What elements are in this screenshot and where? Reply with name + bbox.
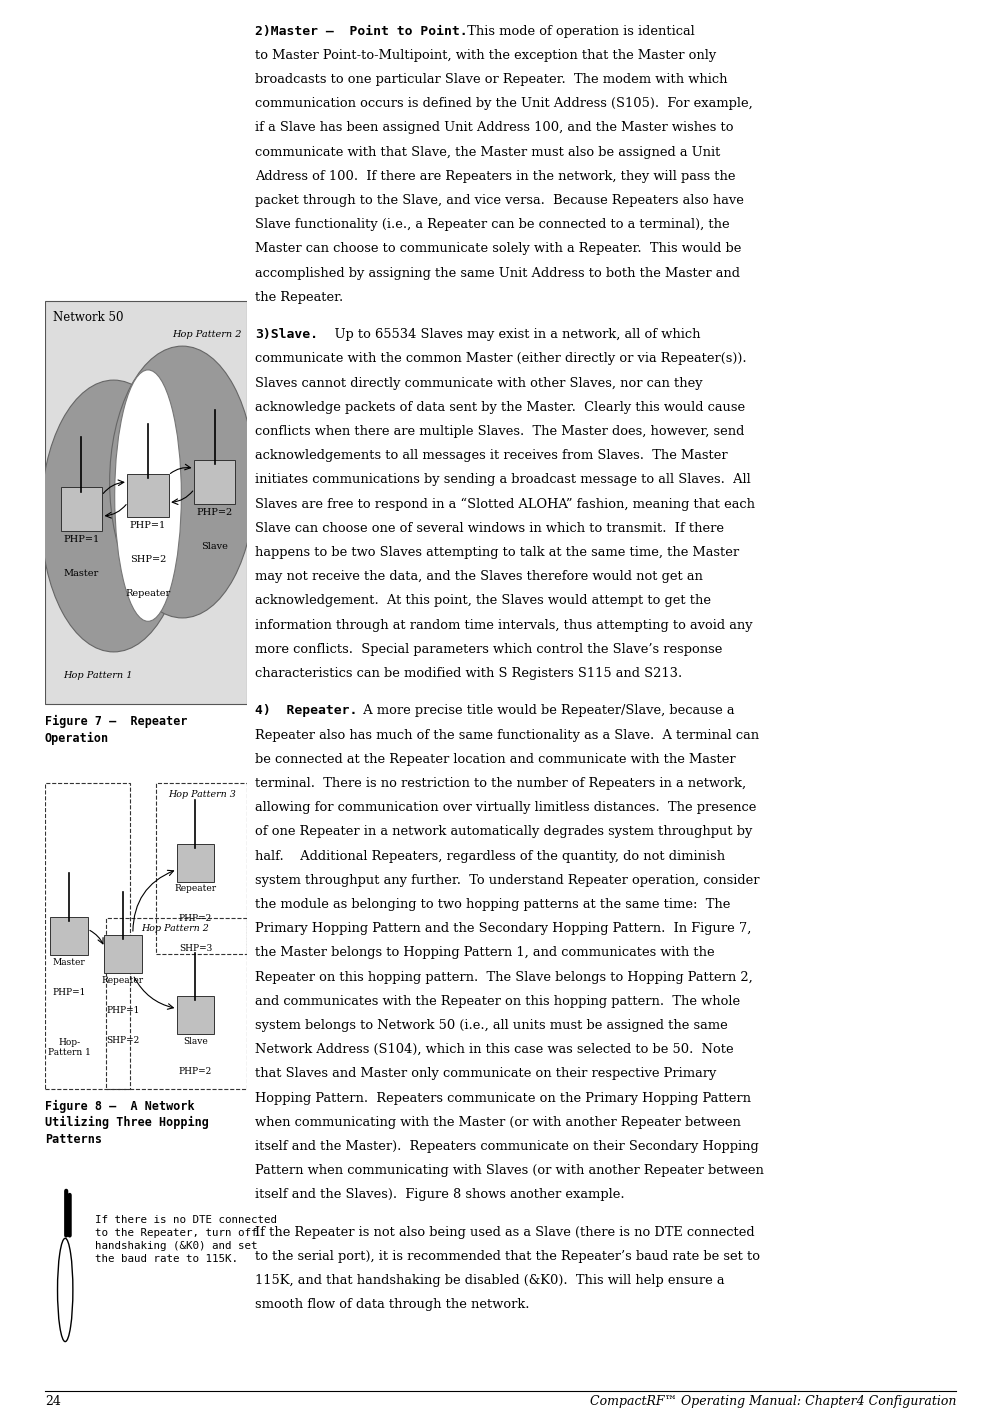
Text: Figure 8 –  A Network
Utilizing Three Hopping
Patterns: Figure 8 – A Network Utilizing Three Hop…: [45, 1100, 209, 1147]
Text: CompactRF™ Operating Manual: Chapter4 Configuration: CompactRF™ Operating Manual: Chapter4 Co…: [590, 1395, 956, 1409]
Text: if a Slave has been assigned Unit Address 100, and the Master wishes to: if a Slave has been assigned Unit Addres…: [255, 122, 734, 135]
Text: PHP=1: PHP=1: [63, 535, 99, 543]
Ellipse shape: [110, 346, 255, 617]
Text: allowing for communication over virtually limitless distances.  The presence: allowing for communication over virtuall…: [255, 802, 756, 815]
Text: to the serial port), it is recommended that the Repeater’s baud rate be set to: to the serial port), it is recommended t…: [255, 1250, 760, 1263]
Text: terminal.  There is no restriction to the number of Repeaters in a network,: terminal. There is no restriction to the…: [255, 778, 747, 790]
Text: itself and the Master).  Repeaters communicate on their Secondary Hopping: itself and the Master). Repeaters commun…: [255, 1139, 758, 1152]
Text: acknowledgement.  At this point, the Slaves would attempt to get the: acknowledgement. At this point, the Slav…: [255, 595, 711, 607]
FancyBboxPatch shape: [177, 996, 214, 1034]
Text: system belongs to Network 50 (i.e., all units must be assigned the same: system belongs to Network 50 (i.e., all …: [255, 1019, 728, 1032]
Text: broadcasts to one particular Slave or Repeater.  The modem with which: broadcasts to one particular Slave or Re…: [255, 74, 728, 87]
Text: If there is no DTE connected
to the Repeater, turn off
handshaking (&K0) and set: If there is no DTE connected to the Repe…: [95, 1215, 278, 1263]
Text: Pattern when communicating with Slaves (or with another Repeater between: Pattern when communicating with Slaves (…: [255, 1164, 764, 1178]
Text: Hopping Pattern.  Repeaters communicate on the Primary Hopping Pattern: Hopping Pattern. Repeaters communicate o…: [255, 1091, 751, 1104]
Text: of one Repeater in a network automatically degrades system throughput by: of one Repeater in a network automatical…: [255, 826, 752, 839]
Text: PHP=2: PHP=2: [179, 914, 212, 924]
Text: SHP=2: SHP=2: [129, 555, 166, 565]
Text: Repeater: Repeater: [102, 976, 144, 985]
FancyBboxPatch shape: [104, 935, 141, 973]
Text: the Repeater.: the Repeater.: [255, 291, 343, 304]
Text: smooth flow of data through the network.: smooth flow of data through the network.: [255, 1298, 530, 1311]
Text: Primary Hopping Pattern and the Secondary Hopping Pattern.  In Figure 7,: Primary Hopping Pattern and the Secondar…: [255, 922, 751, 935]
FancyBboxPatch shape: [177, 843, 214, 881]
Text: Hop Pattern 3: Hop Pattern 3: [168, 790, 235, 799]
Text: Master can choose to communicate solely with a Repeater.  This would be: Master can choose to communicate solely …: [255, 243, 742, 255]
Text: system throughput any further.  To understand Repeater operation, consider: system throughput any further. To unders…: [255, 874, 759, 887]
Text: may not receive the data, and the Slaves therefore would not get an: may not receive the data, and the Slaves…: [255, 570, 702, 583]
Text: Network 50: Network 50: [53, 311, 124, 325]
Text: the module as belonging to two hopping patterns at the same time:  The: the module as belonging to two hopping p…: [255, 898, 731, 911]
Ellipse shape: [41, 380, 186, 651]
Text: the Master belongs to Hopping Pattern 1, and communicates with the: the Master belongs to Hopping Pattern 1,…: [255, 946, 714, 959]
Text: This mode of operation is identical: This mode of operation is identical: [458, 24, 695, 38]
FancyBboxPatch shape: [61, 488, 102, 531]
Text: PHP=1: PHP=1: [129, 521, 166, 531]
Text: be connected at the Repeater location and communicate with the Master: be connected at the Repeater location an…: [255, 753, 736, 766]
Text: Network Address (S104), which in this case was selected to be 50.  Note: Network Address (S104), which in this ca…: [255, 1043, 734, 1056]
Text: Repeater: Repeater: [175, 884, 217, 894]
Text: communication occurs is defined by the Unit Address (S105).  For example,: communication occurs is defined by the U…: [255, 98, 752, 111]
FancyBboxPatch shape: [50, 917, 88, 955]
FancyBboxPatch shape: [45, 301, 247, 704]
Text: Up to 65534 Slaves may exist in a network, all of which: Up to 65534 Slaves may exist in a networ…: [318, 328, 700, 342]
Text: accomplished by assigning the same Unit Address to both the Master and: accomplished by assigning the same Unit …: [255, 267, 740, 280]
Text: A more precise title would be Repeater/Slave, because a: A more precise title would be Repeater/S…: [355, 704, 735, 718]
Text: characteristics can be modified with S Registers S115 and S213.: characteristics can be modified with S R…: [255, 667, 682, 680]
Text: PHP=2: PHP=2: [196, 508, 232, 517]
Text: 24: 24: [45, 1395, 61, 1409]
Text: PHP=2: PHP=2: [179, 1067, 212, 1076]
Text: 2)Master –  Point to Point.: 2)Master – Point to Point.: [255, 24, 468, 38]
Text: Master: Master: [53, 958, 85, 966]
Text: happens to be two Slaves attempting to talk at the same time, the Master: happens to be two Slaves attempting to t…: [255, 546, 739, 559]
Text: information through at random time intervals, thus attempting to avoid any: information through at random time inter…: [255, 619, 752, 631]
Text: 115K, and that handshaking be disabled (&K0).  This will help ensure a: 115K, and that handshaking be disabled (…: [255, 1274, 725, 1287]
Text: acknowledge packets of data sent by the Master.  Clearly this would cause: acknowledge packets of data sent by the …: [255, 402, 746, 414]
Text: Repeater also has much of the same functionality as a Slave.  A terminal can: Repeater also has much of the same funct…: [255, 728, 759, 742]
Text: Hop-
Pattern 1: Hop- Pattern 1: [48, 1037, 90, 1057]
Text: SHP=2: SHP=2: [106, 1036, 139, 1044]
Text: Slave: Slave: [201, 542, 229, 551]
Text: Hop Pattern 2: Hop Pattern 2: [172, 331, 241, 339]
Text: Repeater: Repeater: [126, 589, 171, 599]
Text: PHP=1: PHP=1: [106, 1006, 139, 1015]
Text: more conflicts.  Special parameters which control the Slave’s response: more conflicts. Special parameters which…: [255, 643, 722, 656]
Text: Figure 7 –  Repeater
Operation: Figure 7 – Repeater Operation: [45, 715, 187, 745]
FancyBboxPatch shape: [194, 460, 235, 504]
Text: initiates communications by sending a broadcast message to all Slaves.  All: initiates communications by sending a br…: [255, 474, 750, 487]
Text: communicate with that Slave, the Master must also be assigned a Unit: communicate with that Slave, the Master …: [255, 146, 720, 159]
Text: PHP=1: PHP=1: [53, 988, 86, 996]
Text: 4)  Repeater.: 4) Repeater.: [255, 704, 357, 718]
Text: SHP=3: SHP=3: [179, 944, 212, 954]
Text: itself and the Slaves).  Figure 8 shows another example.: itself and the Slaves). Figure 8 shows a…: [255, 1188, 625, 1202]
Text: Master: Master: [64, 569, 99, 578]
Text: Slaves cannot directly communicate with other Slaves, nor can they: Slaves cannot directly communicate with …: [255, 376, 702, 390]
Text: to Master Point-to-Multipoint, with the exception that the Master only: to Master Point-to-Multipoint, with the …: [255, 48, 716, 62]
Ellipse shape: [115, 370, 181, 622]
Text: Slave: Slave: [183, 1037, 208, 1046]
Text: conflicts when there are multiple Slaves.  The Master does, however, send: conflicts when there are multiple Slaves…: [255, 426, 745, 438]
Text: communicate with the common Master (either directly or via Repeater(s)).: communicate with the common Master (eith…: [255, 352, 747, 366]
Text: and communicates with the Repeater on this hopping pattern.  The whole: and communicates with the Repeater on th…: [255, 995, 740, 1007]
FancyBboxPatch shape: [128, 474, 169, 518]
Text: Hop Pattern 1: Hop Pattern 1: [63, 671, 132, 680]
Text: when communicating with the Master (or with another Repeater between: when communicating with the Master (or w…: [255, 1115, 741, 1128]
Text: Hop Pattern 2: Hop Pattern 2: [141, 924, 209, 934]
Text: packet through to the Slave, and vice versa.  Because Repeaters also have: packet through to the Slave, and vice ve…: [255, 194, 744, 207]
Text: Slave functionality (i.e., a Repeater can be connected to a terminal), the: Slave functionality (i.e., a Repeater ca…: [255, 219, 730, 231]
Text: acknowledgements to all messages it receives from Slaves.  The Master: acknowledgements to all messages it rece…: [255, 450, 728, 463]
Text: Slaves are free to respond in a “Slotted ALOHA” fashion, meaning that each: Slaves are free to respond in a “Slotted…: [255, 498, 755, 511]
Text: that Slaves and Master only communicate on their respective Primary: that Slaves and Master only communicate …: [255, 1067, 716, 1080]
Text: Slave can choose one of several windows in which to transmit.  If there: Slave can choose one of several windows …: [255, 522, 724, 535]
Text: Address of 100.  If there are Repeaters in the network, they will pass the: Address of 100. If there are Repeaters i…: [255, 170, 736, 183]
Text: half.    Additional Repeaters, regardless of the quantity, do not diminish: half. Additional Repeaters, regardless o…: [255, 850, 725, 863]
Text: 3)Slave.: 3)Slave.: [255, 328, 318, 342]
Text: Repeater on this hopping pattern.  The Slave belongs to Hopping Pattern 2,: Repeater on this hopping pattern. The Sl…: [255, 971, 752, 983]
Text: If the Repeater is not also being used as a Slave (there is no DTE connected: If the Repeater is not also being used a…: [255, 1226, 754, 1239]
